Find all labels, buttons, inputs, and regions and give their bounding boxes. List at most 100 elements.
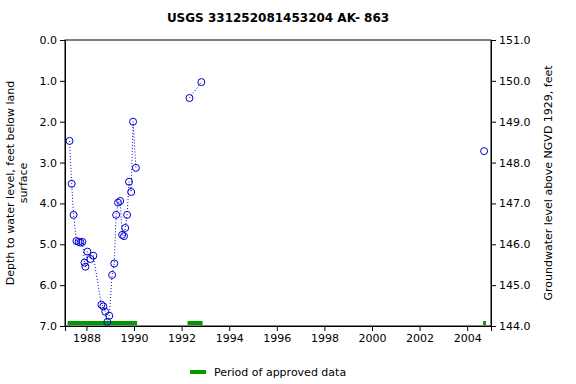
- data-point: [90, 252, 97, 259]
- tick-mark: [134, 326, 135, 331]
- tick-mark: [277, 326, 278, 331]
- tick: 2000: [359, 326, 387, 345]
- data-point: [66, 137, 73, 144]
- axis-line: [492, 41, 497, 327]
- data-point: [122, 224, 129, 231]
- tick: 2002: [406, 326, 434, 345]
- data-point: [126, 178, 133, 185]
- series-line: [70, 82, 485, 322]
- tick-label: 150.0: [499, 75, 531, 88]
- y2-axis: 144.0 145.0 146.0 147.0 148.0 149.0 150.0 151.0: [491, 34, 531, 333]
- tick: 150.0: [491, 75, 531, 88]
- tick-mark: [60, 285, 65, 286]
- data-point: [70, 211, 77, 218]
- tick-mark: [60, 40, 65, 41]
- tick-mark: [491, 285, 496, 286]
- tick-label: 1996: [263, 332, 291, 345]
- tick: 0.0: [40, 34, 66, 47]
- tick: 5.0: [40, 238, 66, 251]
- tick-mark: [491, 40, 496, 41]
- tick-label: 2004: [454, 332, 482, 345]
- tick-label: 1998: [311, 332, 339, 345]
- data-point: [128, 188, 135, 195]
- tick-mark: [182, 326, 183, 331]
- tick: 149.0: [491, 116, 531, 129]
- data-point: [121, 233, 128, 240]
- tick-label: 1994: [216, 332, 244, 345]
- tick-mark: [60, 122, 65, 123]
- tick: 3.0: [40, 157, 66, 170]
- y-axis: 0.0 1.0 2.0 3.0 4.0 5.0 6.0 7.0: [40, 34, 66, 333]
- data-point: [98, 301, 105, 308]
- tick: 1992: [168, 326, 196, 345]
- tick: 1996: [263, 326, 291, 345]
- data-point: [481, 148, 488, 155]
- tick-mark: [372, 326, 373, 331]
- tick-label: 0.0: [40, 34, 58, 47]
- tick: 2004: [454, 326, 482, 345]
- tick-mark: [420, 326, 421, 331]
- approved-period: [483, 321, 486, 325]
- tick: 1994: [216, 326, 244, 345]
- tick-mark: [60, 163, 65, 164]
- data-point: [198, 79, 205, 86]
- data-point: [186, 95, 193, 102]
- tick: 2.0: [40, 116, 66, 129]
- tick: 146.0: [491, 238, 531, 251]
- y2-axis-title: Groundwater level above NGVD 1929, feet: [542, 65, 555, 301]
- tick-label: 1990: [121, 332, 149, 345]
- tick: 7.0: [40, 320, 66, 333]
- plot-frame: [65, 40, 491, 326]
- tick-label: 7.0: [40, 320, 58, 333]
- tick-mark: [86, 326, 87, 331]
- tick-label: 6.0: [40, 279, 58, 292]
- tick-mark: [491, 163, 496, 164]
- axis-line: [66, 327, 492, 332]
- data-point: [102, 308, 109, 315]
- tick-mark: [491, 244, 496, 245]
- tick: 1998: [311, 326, 339, 345]
- data-point: [113, 211, 120, 218]
- tick: 1990: [121, 326, 149, 345]
- tick: 6.0: [40, 279, 66, 292]
- tick: 145.0: [491, 279, 531, 292]
- data-point: [132, 164, 139, 171]
- tick-label: 1988: [73, 332, 101, 345]
- tick-label: 146.0: [499, 238, 531, 251]
- tick-label: 4.0: [40, 197, 58, 210]
- legend-swatch: [190, 370, 206, 374]
- tick: 148.0: [491, 157, 531, 170]
- tick-mark: [60, 81, 65, 82]
- y-axis-title-line: Depth to water level, feet below land: [4, 81, 17, 286]
- tick: 1988: [73, 326, 101, 345]
- tick-label: 144.0: [499, 320, 531, 333]
- data-point: [111, 260, 118, 267]
- data-point: [106, 312, 113, 319]
- data-point: [117, 197, 124, 204]
- tick-mark: [229, 326, 230, 331]
- legend-label: Period of approved data: [214, 366, 346, 379]
- tick: 1.0: [40, 75, 66, 88]
- tick-label: 147.0: [499, 197, 531, 210]
- tick-label: 3.0: [40, 157, 58, 170]
- tick-label: 1.0: [40, 75, 58, 88]
- tick: 151.0: [491, 34, 531, 47]
- data-point: [124, 211, 131, 218]
- tick-label: 1992: [168, 332, 196, 345]
- tick-label: 148.0: [499, 157, 531, 170]
- chart: USGS 331252081453204 AK- 863 1988 1990 1992…: [0, 0, 576, 384]
- tick-label: 2002: [406, 332, 434, 345]
- tick-mark: [60, 326, 65, 327]
- approved-period: [68, 321, 137, 325]
- title: USGS 331252081453204 AK- 863: [167, 11, 389, 25]
- data-point: [82, 263, 89, 270]
- tick-label: 5.0: [40, 238, 58, 251]
- tick-mark: [491, 122, 496, 123]
- y-axis-title-line: surface: [17, 162, 30, 203]
- tick-mark: [324, 326, 325, 331]
- tick-label: 145.0: [499, 279, 531, 292]
- data-point: [68, 180, 75, 187]
- tick-label: 151.0: [499, 34, 531, 47]
- tick-mark: [60, 203, 65, 204]
- tick-mark: [60, 244, 65, 245]
